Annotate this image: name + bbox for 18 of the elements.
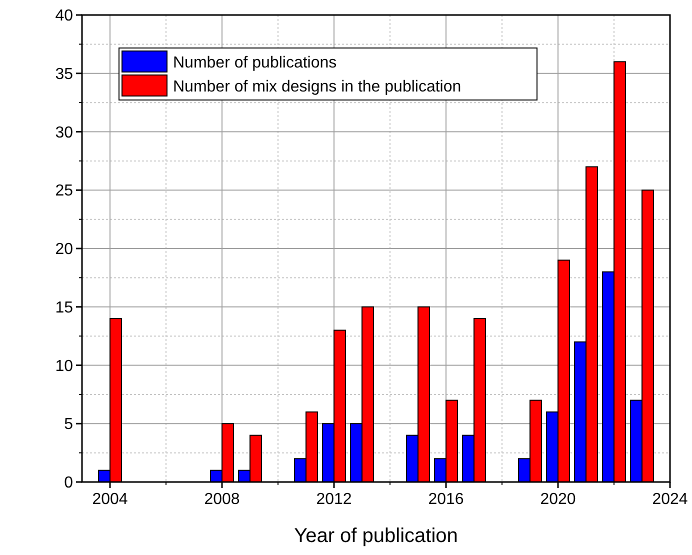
y-tick-label: 40 (55, 8, 74, 25)
x-tick-label: 2016 (428, 491, 464, 508)
y-tick-label: 15 (55, 299, 74, 316)
y-tick-label: 35 (55, 66, 74, 83)
y-tick-label: 20 (55, 241, 74, 258)
legend-label: Number of mix designs in the publication (173, 78, 462, 96)
y-tick-label: 30 (55, 124, 74, 142)
x-tick-label: 2012 (316, 491, 352, 508)
y-tick-label: 25 (55, 182, 74, 200)
x-tick-label: 2004 (92, 491, 128, 508)
legend-label: Number of publications (173, 54, 337, 72)
x-tick-label: 2020 (540, 491, 576, 508)
y-tick-label: 0 (64, 474, 74, 492)
x-axis-title: Year of publication (294, 525, 458, 547)
y-tick-label: 5 (64, 416, 74, 434)
y-tick-label: 10 (55, 358, 74, 375)
x-tick-label: 2008 (204, 491, 240, 508)
x-tick-label: 2024 (652, 491, 688, 508)
